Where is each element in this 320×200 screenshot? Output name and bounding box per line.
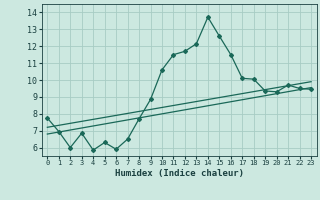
X-axis label: Humidex (Indice chaleur): Humidex (Indice chaleur)	[115, 169, 244, 178]
